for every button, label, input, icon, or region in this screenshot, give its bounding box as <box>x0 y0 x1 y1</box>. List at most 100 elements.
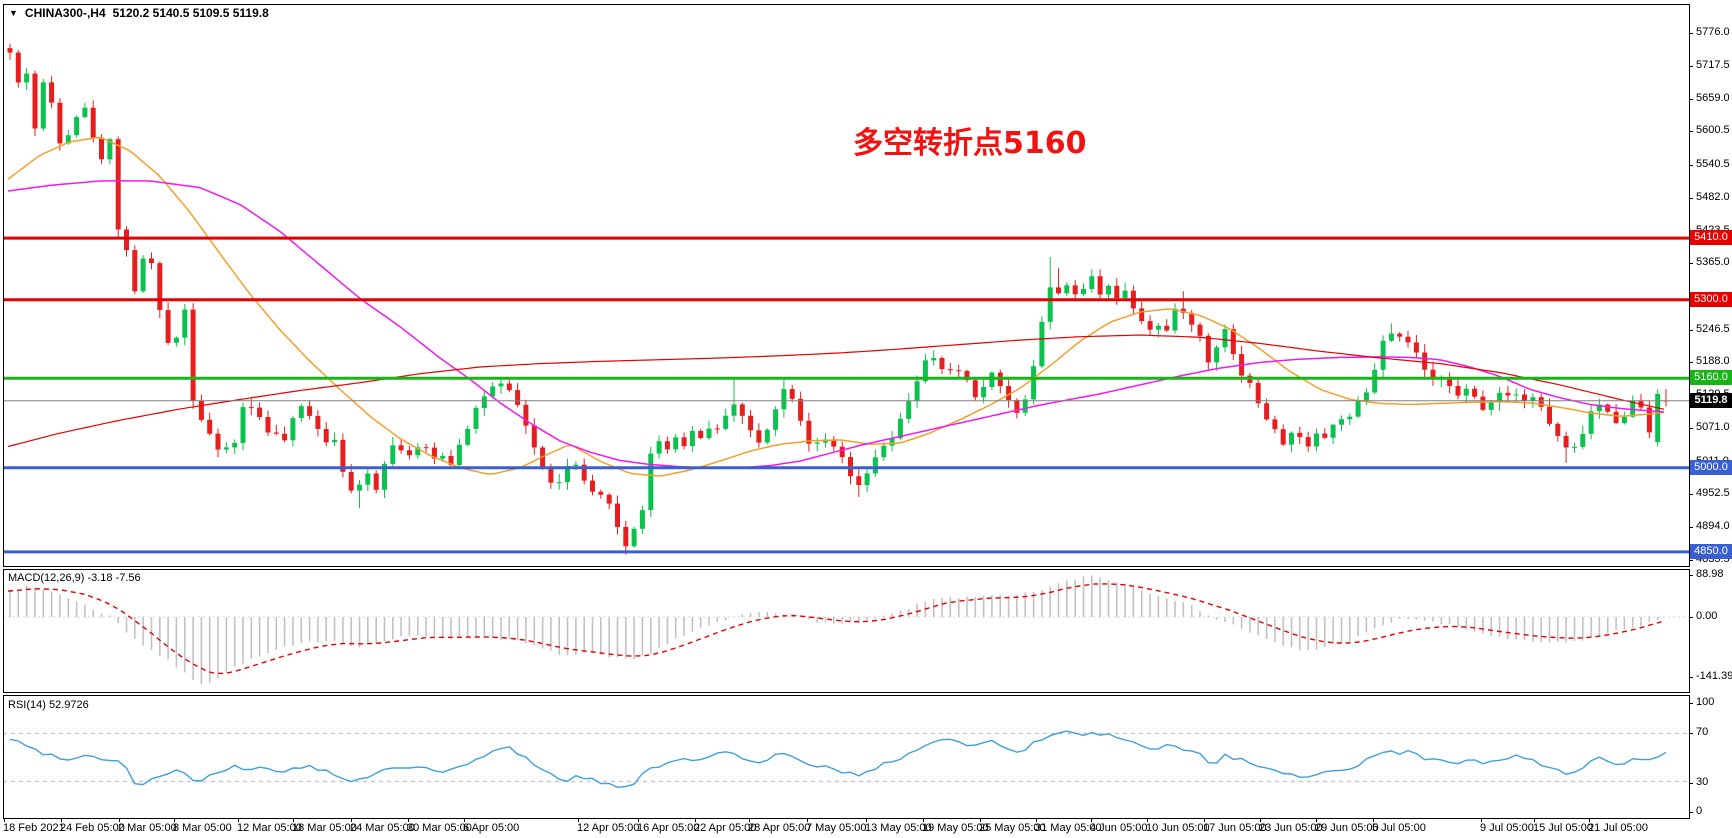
date-tick-mark <box>1481 818 1482 822</box>
date-label: 13 May 05:00 <box>865 822 932 834</box>
price-tick-label: 5540.5 <box>1696 158 1730 170</box>
date-label: 19 May 05:00 <box>922 822 989 834</box>
date-tick-mark <box>4 818 5 822</box>
date-tick-mark <box>866 818 867 822</box>
date-tick-mark <box>293 818 294 822</box>
date-label: 7 May 05:00 <box>806 822 867 834</box>
date-tick-mark <box>351 818 352 822</box>
date-label: 15 Jul 05:00 <box>1533 822 1593 834</box>
symbol-ohlc-values: 5120.2 5140.5 5109.5 5119.8 <box>112 6 269 20</box>
price-tick-label: 5188.0 <box>1696 355 1730 367</box>
current-price-badge: 5119.8 <box>1690 393 1732 408</box>
date-label: 22 Apr 05:00 <box>694 822 757 834</box>
date-tick-mark <box>1260 818 1261 822</box>
date-label: 18 Feb 2021 <box>3 822 65 834</box>
date-label: 21 Jul 05:00 <box>1588 822 1648 834</box>
price-tick-label: 5600.5 <box>1696 124 1730 136</box>
rsi-panel-canvas[interactable] <box>3 695 1690 819</box>
rsi-tick-mark <box>1689 783 1693 784</box>
date-label: 10 Jun 05:00 <box>1146 822 1210 834</box>
date-label: 9 Jul 05:00 <box>1480 822 1534 834</box>
price-tick-label: 5071.0 <box>1696 421 1730 433</box>
level-price-badge: 4850.0 <box>1690 544 1732 559</box>
date-label: 16 Apr 05:00 <box>637 822 700 834</box>
date-tick-mark <box>1091 818 1092 822</box>
date-label: 4 Jun 05:00 <box>1090 822 1148 834</box>
macd-tick-mark <box>1689 575 1693 576</box>
rsi-indicator-label: RSI(14) 52.9726 <box>8 699 89 711</box>
price-tick-mark <box>1689 494 1693 495</box>
rsi-tick-label: 0 <box>1696 805 1703 817</box>
date-label: 12 Mar 05:00 <box>237 822 302 834</box>
price-tick-mark <box>1689 330 1693 331</box>
date-tick-mark <box>923 818 924 822</box>
date-tick-mark <box>1373 818 1374 822</box>
price-chart-canvas[interactable] <box>3 4 1690 567</box>
date-label: 28 Apr 05:00 <box>748 822 811 834</box>
date-label: 24 Feb 05:00 <box>60 822 125 834</box>
date-label: 8 Mar 05:00 <box>173 822 232 834</box>
date-tick-mark <box>578 818 579 822</box>
price-tick-mark <box>1689 99 1693 100</box>
macd-tick-label: -141.39 <box>1696 670 1732 682</box>
level-price-badge: 5300.0 <box>1690 292 1732 307</box>
macd-panel-canvas[interactable] <box>3 569 1690 693</box>
price-tick-mark <box>1689 560 1693 561</box>
rsi-tick-label: 30 <box>1696 776 1709 788</box>
price-tick-label: 5365.0 <box>1696 256 1730 268</box>
rsi-tick-mark <box>1689 733 1693 734</box>
date-tick-mark <box>638 818 639 822</box>
date-tick-mark <box>61 818 62 822</box>
price-tick-label: 4894.0 <box>1696 520 1730 532</box>
date-tick-mark <box>980 818 981 822</box>
price-tick-mark <box>1689 263 1693 264</box>
date-tick-mark <box>238 818 239 822</box>
date-label: 18 Mar 05:00 <box>292 822 357 834</box>
date-label: 24 Mar 05:00 <box>350 822 415 834</box>
macd-tick-label: 88.98 <box>1696 568 1724 580</box>
price-tick-label: 5246.5 <box>1696 323 1730 335</box>
price-tick-mark <box>1689 428 1693 429</box>
price-tick-mark <box>1689 527 1693 528</box>
date-tick-mark <box>1147 818 1148 822</box>
symbol-dropdown-icon[interactable]: ▼ <box>9 8 18 18</box>
price-tick-label: 5776.0 <box>1696 26 1730 38</box>
price-tick-mark <box>1689 165 1693 166</box>
date-label: 6 Apr 05:00 <box>463 822 520 834</box>
macd-tick-mark <box>1689 617 1693 618</box>
price-tick-label: 5659.0 <box>1696 92 1730 104</box>
date-label: 29 Jun 05:00 <box>1315 822 1379 834</box>
price-tick-mark <box>1689 198 1693 199</box>
symbol-title-bar: ▼ CHINA300-,H4 5120.2 5140.5 5109.5 5119… <box>9 6 269 20</box>
date-tick-mark <box>1316 818 1317 822</box>
price-tick-label: 5482.0 <box>1696 191 1730 203</box>
date-label: 30 Mar 05:00 <box>407 822 472 834</box>
price-tick-label: 5717.5 <box>1696 59 1730 71</box>
price-tick-mark <box>1689 33 1693 34</box>
date-tick-mark <box>1589 818 1590 822</box>
rsi-tick-mark <box>1689 812 1693 813</box>
date-tick-mark <box>695 818 696 822</box>
level-price-badge: 5410.0 <box>1690 230 1732 245</box>
level-price-badge: 5160.0 <box>1690 370 1732 385</box>
date-label: 25 May 05:00 <box>979 822 1046 834</box>
price-tick-label: 4952.5 <box>1696 487 1730 499</box>
chart-text-annotation[interactable]: 多空转折点5160 <box>853 126 1087 161</box>
date-label: 12 Apr 05:00 <box>577 822 640 834</box>
rsi-tick-label: 70 <box>1696 726 1709 738</box>
date-tick-mark <box>119 818 120 822</box>
date-label: 5 Jul 05:00 <box>1372 822 1426 834</box>
date-label: 2 Mar 05:00 <box>118 822 177 834</box>
macd-tick-mark <box>1689 677 1693 678</box>
date-tick-mark <box>807 818 808 822</box>
rsi-tick-mark <box>1689 703 1693 704</box>
macd-indicator-label: MACD(12,26,9) -3.18 -7.56 <box>8 572 141 584</box>
rsi-tick-label: 100 <box>1696 696 1715 708</box>
date-label: 17 Jun 05:00 <box>1203 822 1267 834</box>
date-label: 31 May 05:00 <box>1035 822 1102 834</box>
symbol-name: CHINA300-,H4 <box>24 6 106 20</box>
date-tick-mark <box>408 818 409 822</box>
date-label: 23 Jun 05:00 <box>1259 822 1323 834</box>
price-tick-mark <box>1689 362 1693 363</box>
